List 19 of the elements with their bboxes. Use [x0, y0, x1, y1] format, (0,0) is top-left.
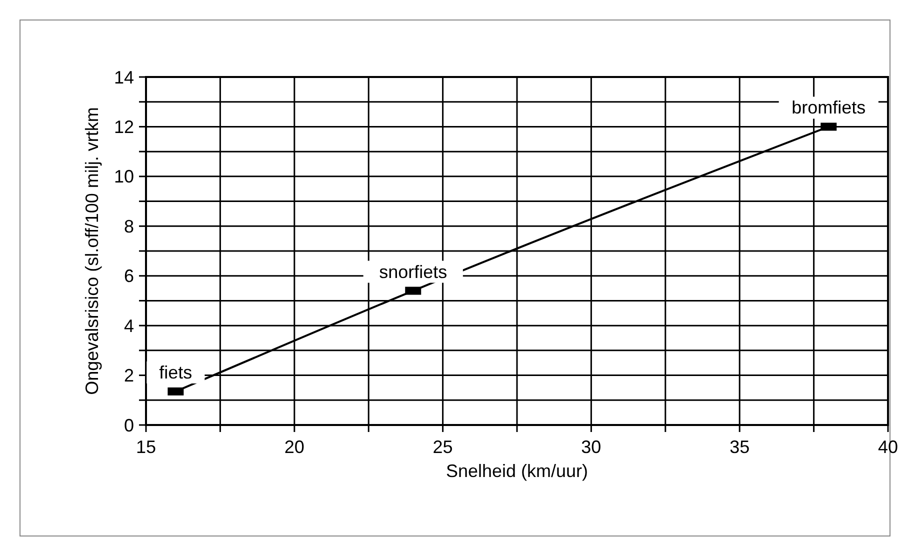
x-tick-label: 40 [878, 437, 898, 457]
annotation: bromfiets [792, 98, 866, 118]
x-tick-label: 30 [581, 437, 602, 457]
annotation: snorfiets [379, 262, 448, 282]
y-tick-label: 12 [114, 117, 134, 138]
y-tick-label: 4 [124, 316, 134, 336]
y-tick-label: 14 [114, 67, 134, 88]
x-tick-label: 20 [284, 437, 304, 457]
y-tick-label: 2 [124, 366, 134, 386]
y-tick-label: 10 [114, 166, 134, 187]
x-axis-title: Snelheid (km/uur) [446, 461, 588, 481]
y-tick-label: 6 [124, 266, 134, 286]
x-tick-label: 15 [136, 437, 156, 457]
x-tick-label: 35 [730, 437, 750, 457]
annotation: fiets [159, 362, 192, 382]
x-tick-label: 25 [432, 437, 453, 457]
y-axis-title: Ongevalsrisico (sl.off/100 milj. vrtkm [82, 107, 102, 395]
y-tick-label: 0 [124, 415, 134, 436]
y-tick-label: 8 [124, 216, 134, 236]
